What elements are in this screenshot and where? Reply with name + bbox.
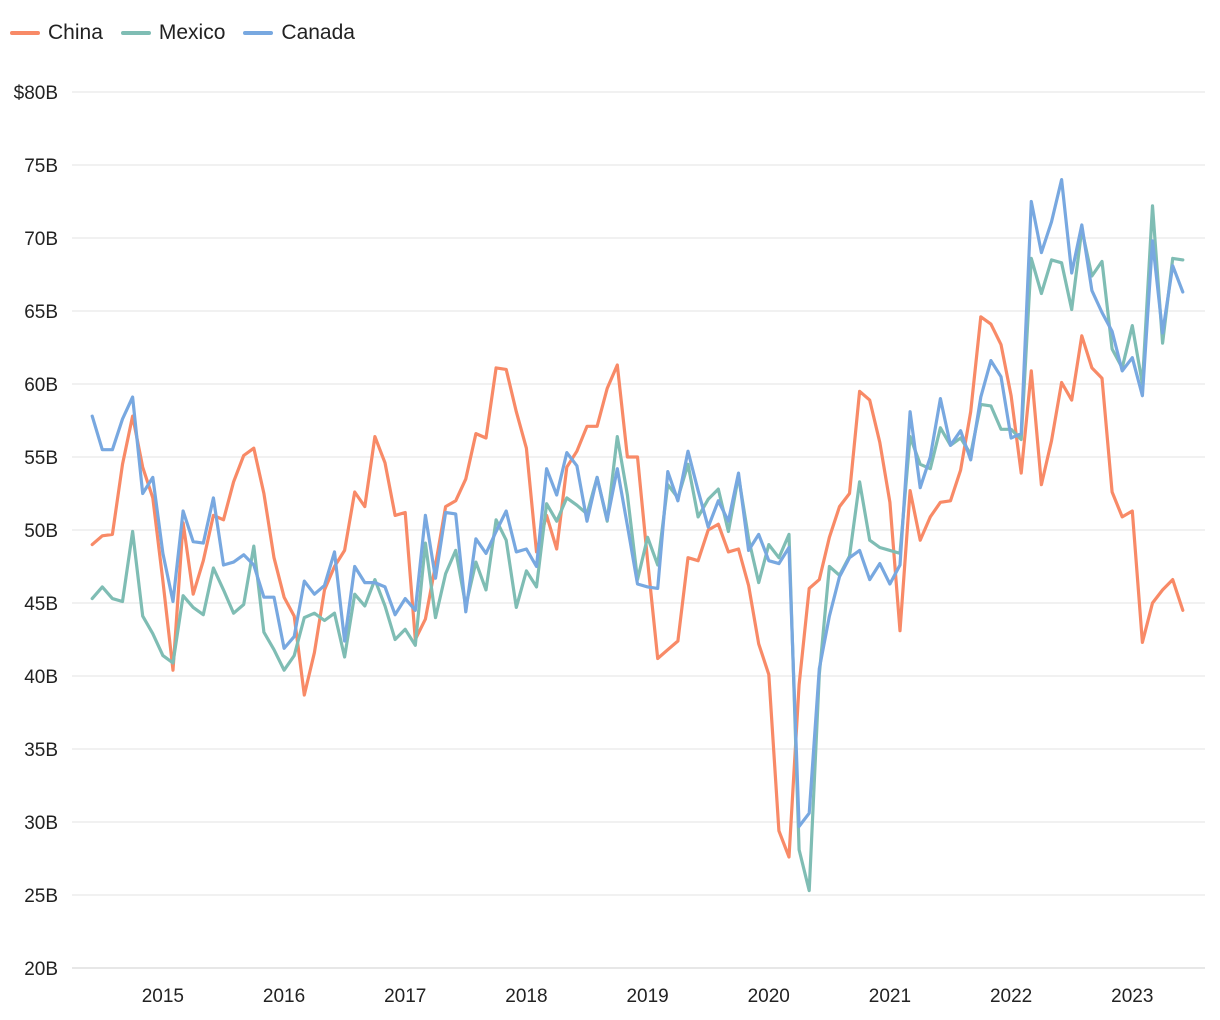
y-tick-label: 55B <box>24 448 58 469</box>
legend-swatch-mexico <box>120 31 151 35</box>
y-tick-label: $80B <box>14 83 58 104</box>
y-tick-label: 40B <box>24 667 58 688</box>
legend-label-china: China <box>48 21 103 44</box>
series-line-mexico <box>90 204 1185 893</box>
x-tick-label: 2015 <box>142 986 184 1007</box>
y-tick-label: 70B <box>24 229 58 250</box>
legend-swatch-canada <box>243 31 274 35</box>
x-tick-label: 2017 <box>384 986 426 1007</box>
legend-item-canada[interactable]: Canada <box>243 21 355 45</box>
x-tick-label: 2016 <box>263 986 305 1007</box>
legend: China Mexico Canada <box>10 18 373 48</box>
x-tick-label: 2018 <box>505 986 547 1007</box>
y-tick-label: 35B <box>24 740 58 761</box>
y-tick-label: 50B <box>24 521 58 542</box>
y-tick-label: 65B <box>24 302 58 323</box>
series-line-canada <box>90 178 1185 829</box>
legend-item-mexico[interactable]: Mexico <box>120 21 226 45</box>
y-tick-label: 45B <box>24 594 58 615</box>
y-tick-label: 30B <box>24 813 58 834</box>
x-tick-label: 2023 <box>1111 986 1153 1007</box>
x-tick-label: 2021 <box>869 986 911 1007</box>
y-tick-label: 20B <box>24 959 58 980</box>
x-tick-label: 2022 <box>990 986 1032 1007</box>
legend-item-china[interactable]: China <box>10 21 103 45</box>
legend-swatch-china <box>10 31 40 35</box>
x-axis: 2015 2016 2017 2018 2019 2020 2021 2022 2023 <box>142 986 1154 1007</box>
y-tick-label: 60B <box>24 375 58 396</box>
legend-label-canada: Canada <box>281 21 355 44</box>
y-axis: 20B 25B 30B 35B 40B 45B 50B 55B 60B 65B 70B 75B $80B <box>14 83 58 980</box>
y-tick-label: 25B <box>24 886 58 907</box>
x-tick-label: 2020 <box>748 986 790 1007</box>
y-tick-label: 75B <box>24 156 58 177</box>
series-lines <box>90 178 1185 893</box>
series-line-china <box>90 315 1185 859</box>
legend-label-mexico: Mexico <box>158 21 226 44</box>
x-tick-label: 2019 <box>626 986 668 1007</box>
